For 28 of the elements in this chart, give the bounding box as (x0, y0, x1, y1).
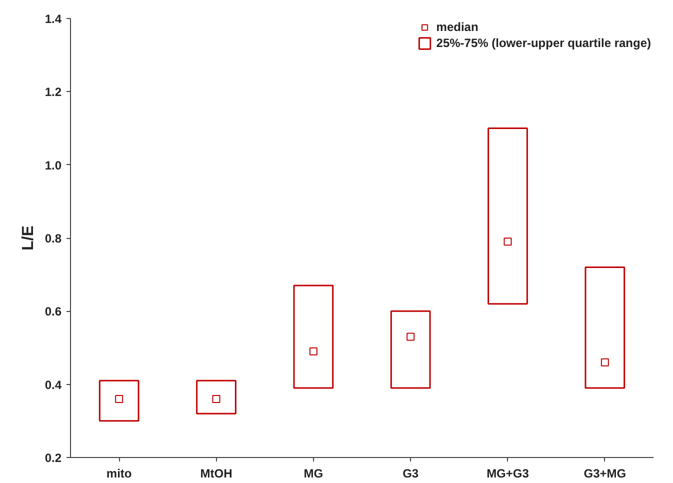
bar (488, 128, 528, 305)
y-tick-label: 1.0 (44, 158, 62, 172)
point (212, 394, 220, 403)
y-tick-label: 1.4 (44, 12, 62, 26)
point (309, 347, 318, 356)
point (406, 332, 415, 341)
point (504, 238, 512, 246)
x-tick-label: G3+MG (584, 466, 626, 480)
x-tick-label: MG+G3 (486, 466, 530, 480)
point (600, 358, 609, 366)
x-tick-label: G3 (402, 466, 419, 480)
x-tick-label: mito (106, 466, 132, 480)
y-tick-label: 0.4 (44, 378, 62, 392)
y-axis-title: L/E (20, 225, 37, 250)
y-tick-label: 1.2 (44, 85, 62, 100)
y-tick-label: 0.6 (44, 304, 62, 319)
bar (293, 284, 334, 389)
legend-label: median (436, 20, 478, 34)
bar (390, 310, 431, 389)
y-tick-label: 0.2 (44, 451, 62, 465)
bar (584, 266, 626, 389)
legend-label: 25%-75% (lower-upper quartile range) (436, 36, 651, 50)
x-tick-label: MtOH (200, 466, 232, 480)
point (115, 394, 124, 403)
bar (98, 380, 140, 422)
bar (196, 380, 236, 414)
y-tick-label: 0.8 (44, 232, 62, 246)
x-tick-label: MG (304, 466, 324, 480)
